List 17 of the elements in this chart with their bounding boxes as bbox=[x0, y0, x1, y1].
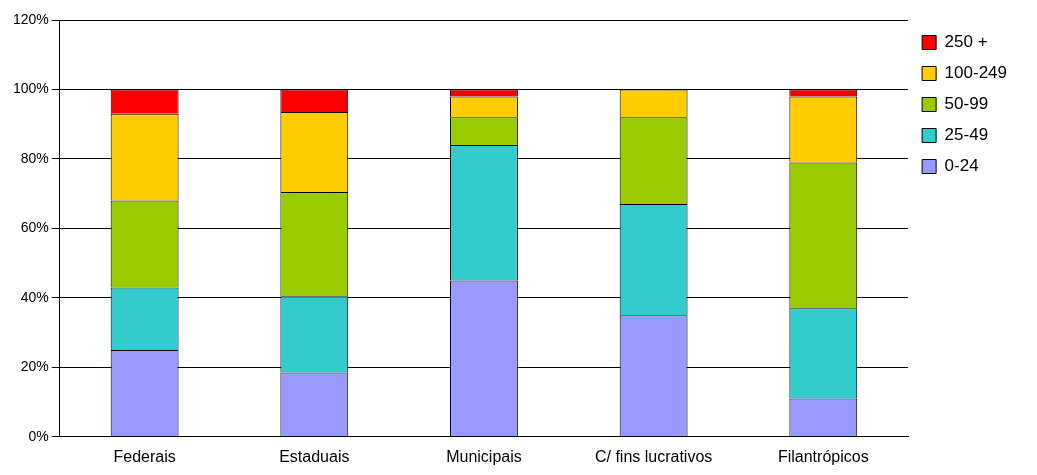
y-tick-label: 40% bbox=[20, 288, 49, 305]
x-tick-label: C/ fins lucrativos bbox=[594, 447, 713, 465]
y-tick-label: 0% bbox=[28, 427, 49, 444]
y-tick-label: 80% bbox=[20, 149, 49, 166]
x-tick-label: Federais bbox=[113, 447, 176, 465]
y-tick-label: 100% bbox=[12, 80, 49, 97]
y-tick-label: 120% bbox=[12, 10, 49, 27]
legend-label: 100-249 bbox=[944, 63, 1007, 83]
y-tick-label: 60% bbox=[20, 219, 49, 236]
legend-label: 25-49 bbox=[944, 125, 989, 145]
legend-label: 250 + bbox=[944, 32, 988, 52]
x-tick-label: Municipais bbox=[446, 447, 522, 465]
x-tick-label: Filantrópicos bbox=[777, 447, 869, 465]
x-tick-label: Estaduais bbox=[279, 447, 350, 465]
legend-label: 0-24 bbox=[944, 156, 979, 176]
y-tick-label: 20% bbox=[20, 358, 49, 375]
legend-label: 50-99 bbox=[944, 94, 989, 114]
